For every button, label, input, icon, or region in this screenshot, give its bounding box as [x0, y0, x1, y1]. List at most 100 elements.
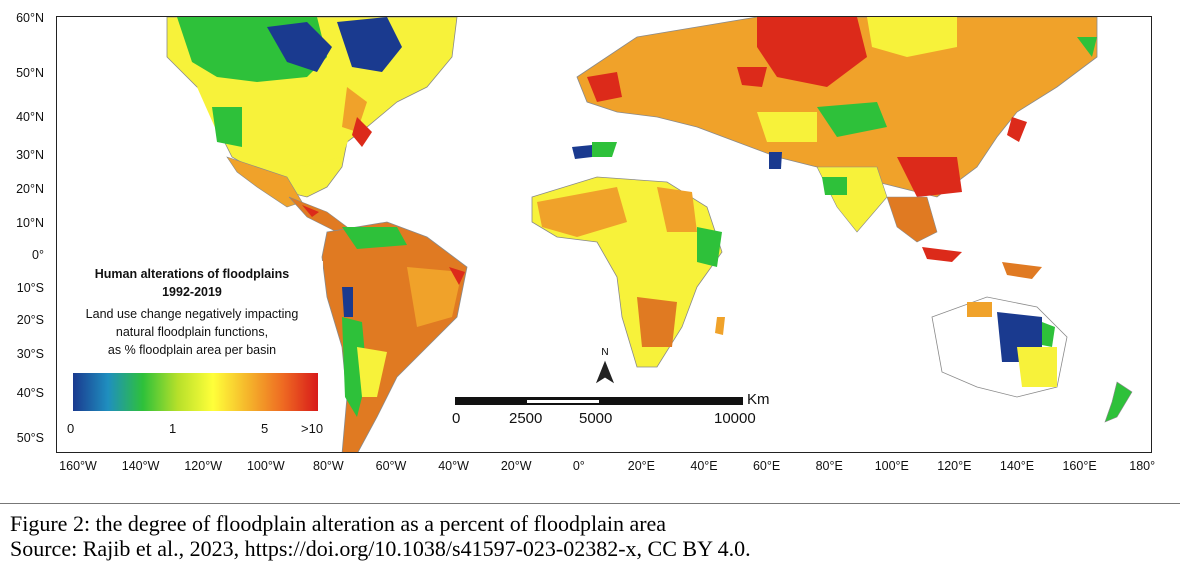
scale-bar-white-segment	[527, 400, 599, 403]
europe-red-west	[587, 72, 622, 102]
longitude-label: 180°	[1129, 459, 1156, 473]
latitude-label: 50°S	[16, 431, 44, 445]
legend-tick-1: 1	[169, 421, 177, 436]
latitude-label: 20°N	[16, 182, 44, 196]
india-outline	[816, 166, 888, 233]
eurasia	[576, 17, 1098, 198]
figure-source: Source: Rajib et al., 2023, https://doi.…	[10, 536, 751, 561]
scale-tick-5000: 5000	[579, 410, 613, 427]
australia-yellow	[1017, 347, 1057, 387]
south-america	[321, 221, 468, 452]
legend-tick-5: 5	[261, 421, 269, 436]
world-map-canvas: N	[166, 17, 1133, 452]
russia-red-basin	[757, 17, 867, 87]
legend-color-ramp	[73, 373, 318, 411]
australia-green-east	[1042, 322, 1055, 347]
legend-description-line-1: Land use change negatively impacting	[85, 307, 299, 321]
usa-east-red	[352, 117, 372, 147]
central-asia-green	[817, 102, 887, 137]
png-orange	[1002, 262, 1042, 279]
north-arrow-label: N	[601, 347, 608, 358]
east-africa-green	[697, 227, 722, 267]
scale-unit: Km	[747, 391, 770, 408]
longitude-label: 40°E	[690, 459, 718, 473]
patagonia-yellow	[357, 347, 387, 397]
canada-blue-basin-west	[267, 22, 332, 72]
longitude-label: 140°W	[121, 459, 160, 473]
north-africa-green	[592, 142, 617, 157]
latitude-label: 20°S	[16, 313, 44, 327]
longitude-label: 20°W	[500, 459, 532, 473]
longitude-label: 0°	[572, 459, 585, 473]
longitude-label: 100°W	[246, 459, 285, 473]
indonesia-red	[922, 247, 962, 262]
southern-africa-orange	[637, 297, 677, 347]
brazil-orange-east	[407, 267, 462, 327]
south-asia	[769, 152, 1042, 279]
scale-tick-10000: 10000	[714, 410, 756, 427]
latitude-label: 0°	[32, 248, 44, 262]
andes-green	[342, 317, 367, 417]
japan-red	[1007, 117, 1027, 142]
legend-description-line-3: as % floodplain area per basin	[107, 343, 277, 357]
floodplain-map: N Human alterations of floodplains 1992-…	[56, 16, 1152, 453]
longitude-label: 60°W	[375, 459, 407, 473]
longitude-label: 120°W	[184, 459, 223, 473]
longitude-label: 160°E	[1062, 459, 1097, 473]
longitude-label: 160°W	[59, 459, 97, 473]
scale-tick-0: 0	[452, 410, 461, 427]
west-africa-orange	[537, 187, 627, 237]
legend: Human alterations of floodplains 1992-20…	[61, 261, 323, 451]
usa-green-west	[212, 107, 242, 147]
indus-blue	[769, 152, 782, 169]
southeast-asia-orange	[886, 196, 938, 243]
india-green	[822, 177, 847, 195]
australia	[931, 296, 1133, 423]
longitude-label: 60°E	[752, 459, 781, 473]
europe-red-baltic	[737, 67, 767, 87]
longitude-label: 40°W	[438, 459, 469, 473]
figure-caption: Figure 2: the degree of floodplain alter…	[10, 511, 667, 536]
andes-blue	[342, 287, 353, 317]
north-arrow-icon	[595, 360, 615, 384]
brazil-red-coast	[449, 267, 465, 285]
latitude-label: 10°S	[16, 281, 44, 295]
latitude-label: 50°N	[16, 66, 44, 80]
nile-orange	[657, 187, 697, 232]
longitude-label: 80°E	[815, 459, 843, 473]
latitude-label: 10°N	[16, 216, 44, 230]
longitude-label: 80°W	[313, 459, 344, 473]
north-america	[166, 17, 458, 233]
madagascar-orange	[715, 317, 725, 335]
longitude-label: 20°E	[627, 459, 656, 473]
longitude-label: 120°E	[937, 459, 972, 473]
latitude-label: 40°N	[16, 110, 44, 124]
legend-tick-10: >10	[301, 421, 324, 436]
siberia-yellow	[867, 17, 957, 57]
north-arrow: N	[595, 347, 615, 384]
canada-blue-basin-east	[337, 17, 402, 72]
longitude-label: 140°E	[999, 459, 1035, 473]
longitude-label: 100°E	[874, 459, 909, 473]
new-zealand	[1104, 381, 1133, 423]
north-africa-blue	[572, 145, 592, 159]
latitude-label: 30°S	[16, 347, 44, 361]
legend-title-line-1: Human alterations of floodplains	[94, 267, 290, 281]
legend-tick-0: 0	[67, 421, 75, 436]
scale-tick-2500: 2500	[509, 410, 543, 427]
latitude-label: 40°S	[16, 386, 44, 400]
caption-divider	[0, 503, 1180, 504]
amazon-green-north	[342, 227, 407, 249]
east-asia-green	[1077, 37, 1097, 57]
scale-bar	[455, 397, 743, 405]
central-america	[288, 196, 348, 233]
africa	[531, 142, 725, 368]
legend-title-line-2: 1992-2019	[162, 285, 222, 299]
latitude-label: 30°N	[16, 148, 44, 162]
china-red	[897, 157, 962, 197]
australia-orange-north	[967, 302, 992, 317]
central-asia-yellow	[757, 112, 817, 142]
central-america-red	[302, 205, 319, 217]
legend-description-line-2: natural floodplain functions,	[115, 325, 269, 339]
latitude-label: 60°N	[16, 11, 44, 25]
